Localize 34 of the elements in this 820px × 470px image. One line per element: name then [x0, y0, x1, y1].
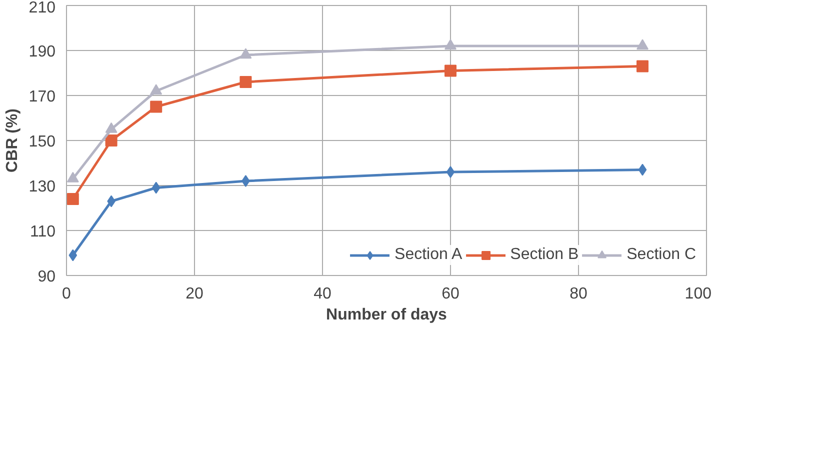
- y-tick-label: 110: [30, 224, 56, 240]
- x-tick-label: 20: [186, 286, 204, 302]
- y-tick-label: 210: [28, 0, 56, 16]
- x-tick-label: 100: [684, 286, 712, 302]
- point: [152, 182, 160, 194]
- point: [105, 122, 118, 133]
- point: [636, 39, 648, 50]
- y-tick-label: 190: [28, 44, 56, 60]
- legend-label: Section B: [510, 246, 579, 264]
- y-tick-label: 170: [28, 88, 56, 106]
- x-tick-label: 40: [314, 286, 332, 302]
- x-tick-label: 80: [570, 286, 588, 302]
- point: [240, 76, 252, 88]
- point: [105, 134, 118, 146]
- y-tick-label: 130: [28, 178, 56, 196]
- y-axis-title: CBR (%): [4, 108, 21, 172]
- point: [444, 39, 456, 50]
- point: [240, 48, 252, 59]
- point: [150, 84, 162, 95]
- point: [68, 249, 78, 262]
- legend-label: Section C: [626, 246, 696, 264]
- point: [446, 166, 455, 178]
- point: [242, 175, 250, 187]
- y-tick-label: 150: [28, 134, 56, 150]
- x-tick-label: 60: [442, 286, 460, 302]
- point: [638, 164, 647, 176]
- y-tick-label: 90: [38, 268, 56, 286]
- x-axis-title: Number of days: [326, 306, 448, 324]
- point: [636, 60, 648, 72]
- point: [66, 193, 79, 205]
- legend-label: Section A: [394, 246, 462, 264]
- point: [444, 64, 456, 77]
- point: [150, 100, 162, 113]
- x-tick-label: 0: [62, 286, 72, 302]
